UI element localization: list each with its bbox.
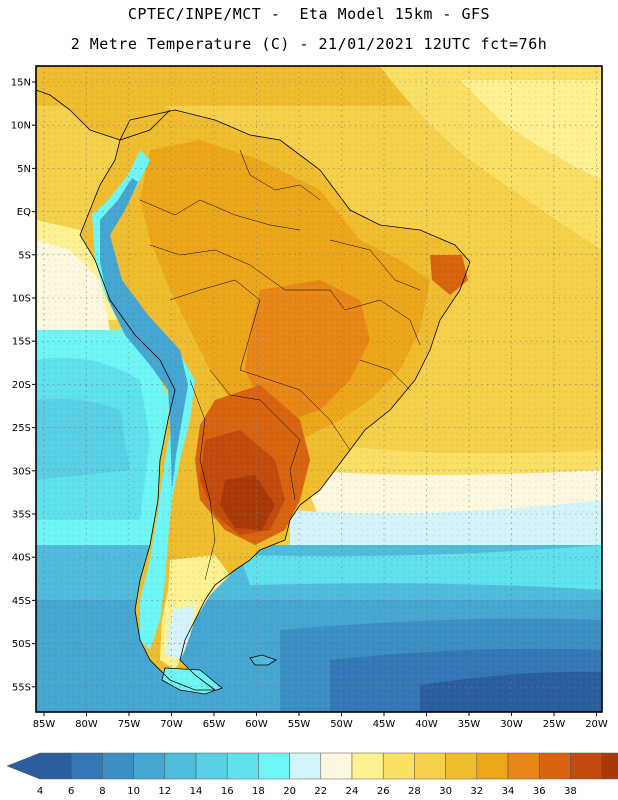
lon-label: 65W <box>203 719 226 730</box>
colorbar-swatch <box>195 752 228 780</box>
lat-label: 40S <box>12 553 31 564</box>
colorbar-label: 20 <box>283 786 296 797</box>
lat-label: 5N <box>17 164 31 175</box>
color-legend: 4 6 8 10 12 14 16 18 20 22 24 26 28 30 32 34 36 38 <box>6 752 618 797</box>
colorbar-label: 26 <box>377 786 390 797</box>
colorbar-swatch <box>476 752 509 780</box>
colorbar-label: 34 <box>502 786 515 797</box>
colorbar-swatch <box>414 752 446 780</box>
map-field <box>36 66 602 712</box>
coastline <box>36 89 471 695</box>
colorbar-label: 38 <box>564 786 577 797</box>
map-frame <box>35 65 603 713</box>
colorbar-swatch <box>102 752 134 780</box>
colorbar-label: 36 <box>533 786 546 797</box>
lon-label: 55W <box>288 719 311 730</box>
colorbar-label: 24 <box>346 786 359 797</box>
colorbar-swatch <box>226 752 259 780</box>
map-title-model: CPTEC/INPE/MCT - Eta Model 15km - GFS <box>127 5 491 23</box>
colorbar-swatch <box>164 752 197 780</box>
colorbar-swatch <box>538 752 571 780</box>
lat-label: 30S <box>12 466 31 477</box>
colorbar-label: 28 <box>408 786 421 797</box>
lon-label: 35W <box>458 719 481 730</box>
lon-label: 50W <box>330 719 353 730</box>
lat-label: 15S <box>12 337 31 348</box>
lon-label: 40W <box>415 719 438 730</box>
colorbar-swatch <box>39 752 72 780</box>
colorbar-label: 22 <box>314 786 327 797</box>
lon-label: 25W <box>543 719 566 730</box>
colorbar-swatch <box>289 752 322 780</box>
colorbar-swatch <box>258 752 290 780</box>
colorbar-label: 12 <box>158 786 171 797</box>
lon-label: 70W <box>160 719 183 730</box>
colorbar-label: 18 <box>252 786 265 797</box>
colorbar-label: 8 <box>99 786 105 797</box>
colorbar-swatch <box>351 752 384 780</box>
colorbar-label: 6 <box>68 786 74 797</box>
lon-label: 45W <box>373 719 396 730</box>
lat-label: 45S <box>12 596 31 607</box>
colorbar-swatch <box>133 752 166 780</box>
colorbar-label: 16 <box>221 786 234 797</box>
lat-label: EQ <box>17 207 31 218</box>
colorbar-label: 32 <box>470 786 483 797</box>
lon-label: 75W <box>118 719 141 730</box>
colorbar-swatch <box>601 752 618 780</box>
lat-label: 10S <box>12 294 31 305</box>
colorbar-swatch <box>570 752 602 780</box>
colorbar-label: 4 <box>37 786 43 797</box>
colorbar-label: 10 <box>127 786 140 797</box>
lon-label: 80W <box>75 719 98 730</box>
lat-label: 50S <box>12 639 31 650</box>
map-title-variable: 2 Metre Temperature (C) - 21/01/2021 12U… <box>70 35 548 53</box>
lon-label: 20W <box>585 719 608 730</box>
colorbar-swatch <box>507 752 540 780</box>
colorbar-swatch <box>445 752 478 780</box>
lat-label: 10N <box>11 121 31 132</box>
colorbar-swatch <box>382 752 415 780</box>
colorbar-label: 14 <box>190 786 203 797</box>
colorbar-swatch <box>70 752 103 780</box>
colorbar-swatch <box>320 752 353 780</box>
lat-label: 35S <box>12 510 31 521</box>
lat-lon-grid <box>36 66 602 712</box>
longitude-labels: 85W 80W 75W 70W 65W 60W 55W 50W 45W 40W 35W 30W 25W 2… <box>33 712 608 730</box>
latitude-labels: 15N 10N 5N EQ 5S 10S 15S 20S 25S 30S 35S 40S 45S 50S 5… <box>11 78 36 693</box>
lat-label: 25S <box>12 423 31 434</box>
lon-label: 30W <box>500 719 523 730</box>
colorbar-label: 30 <box>439 786 452 797</box>
lat-label: 15N <box>11 78 31 89</box>
lat-label: 55S <box>12 682 31 693</box>
lat-label: 5S <box>18 250 31 261</box>
lon-label: 85W <box>33 719 56 730</box>
lat-label: 20S <box>12 380 31 391</box>
colorbar-min-arrow <box>6 752 41 780</box>
lon-label: 60W <box>245 719 268 730</box>
